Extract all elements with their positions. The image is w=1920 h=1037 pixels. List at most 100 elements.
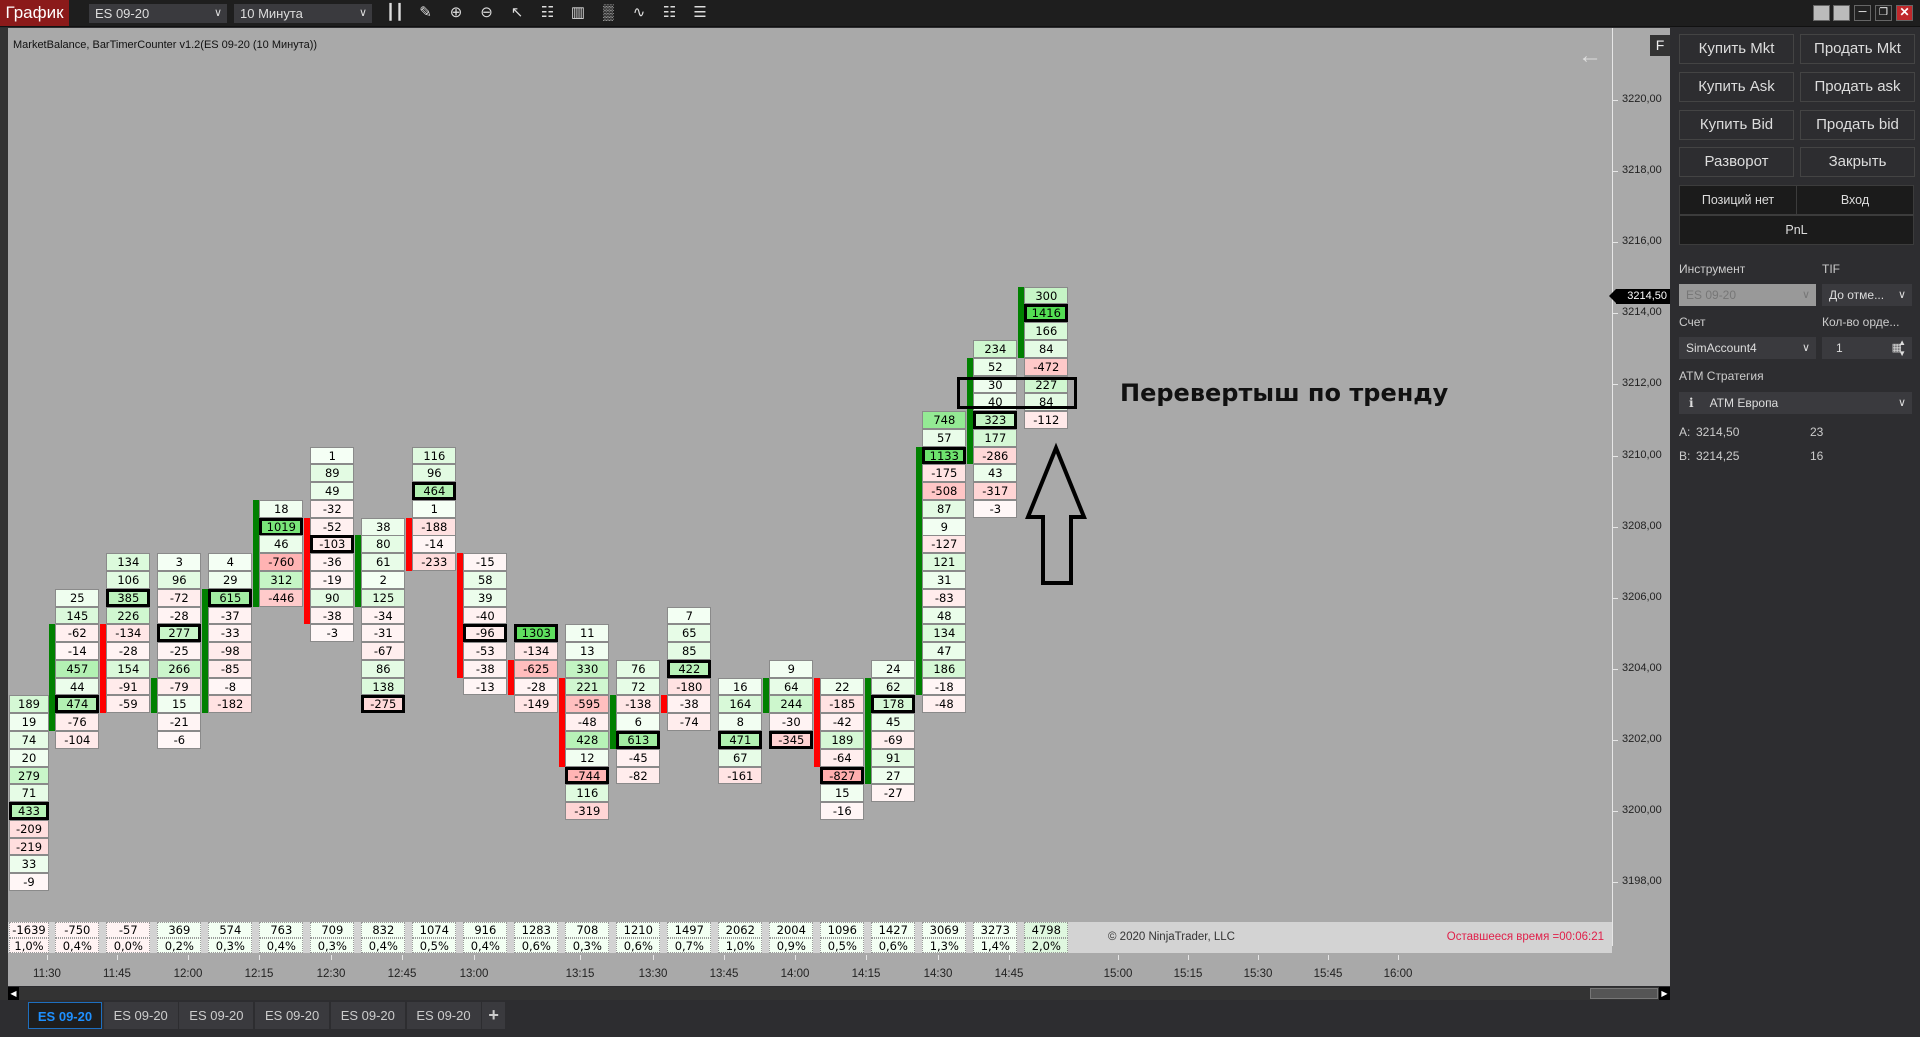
drawing-objects-icon[interactable]: ☰ <box>693 4 707 21</box>
window-button-1[interactable] <box>1813 5 1830 21</box>
tab-chart[interactable]: ES 09-20 <box>28 1002 102 1029</box>
tab-chart[interactable]: ES 09-20 <box>330 1002 405 1029</box>
tab-chart[interactable]: ES 09-20 <box>179 1002 254 1029</box>
time-tick <box>1328 955 1329 960</box>
price-tick <box>1612 597 1618 599</box>
templates-icon[interactable]: ☷ <box>662 4 677 21</box>
time-label: 12:00 <box>173 968 203 980</box>
close-icon[interactable]: ✕ <box>1896 5 1913 21</box>
bar-delta-percent: 0,2% <box>157 937 202 953</box>
data-box-icon[interactable]: ☷ <box>540 4 555 21</box>
quantity-stepper[interactable]: 1 ▦ ▲ ▼ <box>1822 337 1912 359</box>
delta-cell: 154 <box>106 659 151 678</box>
delta-cell: 71 <box>9 784 49 803</box>
order-button[interactable]: Купить Bid <box>1679 110 1794 140</box>
strategies-icon[interactable]: ∿ <box>632 4 646 21</box>
max-volume-cell: 613 <box>616 731 661 749</box>
back-arrow-icon[interactable]: ← <box>1578 42 1602 69</box>
price-label: 3214,00 <box>1622 306 1662 319</box>
f-button[interactable]: F <box>1650 35 1670 56</box>
scroll-right-icon[interactable]: ▶ <box>1659 987 1670 1000</box>
zoom-out-icon[interactable]: ⊖ <box>480 4 493 21</box>
account-dropdown[interactable]: SimAccount4 ∨ <box>1679 337 1816 359</box>
horizontal-scrollbar[interactable]: ◀ ▶ <box>8 987 1670 1000</box>
time-tick <box>866 955 867 960</box>
delta-cell: -34 <box>361 606 406 625</box>
max-volume-cell: 433 <box>9 802 49 820</box>
chart-style-icon[interactable]: ┃┃ <box>385 4 405 21</box>
order-button[interactable]: Разворот <box>1679 147 1794 177</box>
restore-icon[interactable]: ❐ <box>1875 5 1892 21</box>
time-tick <box>580 955 581 960</box>
delta-cell: 8 <box>718 713 763 732</box>
bar-body-down <box>508 659 514 696</box>
drawing-tool-icon[interactable]: ✎ <box>419 4 432 21</box>
order-button[interactable]: Закрыть <box>1800 147 1915 177</box>
tif-dropdown[interactable]: До отме... ∨ <box>1822 284 1912 306</box>
time-tick <box>795 955 796 960</box>
app-title[interactable]: График <box>0 0 69 26</box>
tab-chart[interactable]: ES 09-20 <box>406 1002 481 1029</box>
chevron-down-icon: ∨ <box>358 7 367 19</box>
bar-delta-total: 1427 <box>871 922 916 938</box>
order-button[interactable]: Продать Mkt <box>1800 34 1915 64</box>
order-button[interactable]: Продать bid <box>1800 110 1915 140</box>
delta-cell: 457 <box>55 659 100 678</box>
calculator-icon[interactable]: ▦ <box>1891 342 1902 354</box>
stepper-arrows-icon[interactable]: ▲ ▼ <box>1898 338 1906 358</box>
interval-select[interactable]: 10 Минута ∨ <box>234 4 372 23</box>
pointer-icon[interactable]: ↖ <box>510 4 524 21</box>
max-volume-cell: -827 <box>820 766 865 785</box>
scrollbar-thumb[interactable] <box>1590 988 1658 999</box>
instrument-select[interactable]: ES 09-20 ∨ <box>89 4 227 23</box>
price-axis[interactable] <box>1612 28 1613 946</box>
tab-chart[interactable]: ES 09-20 <box>103 1002 178 1029</box>
chart-area[interactable]: MarketBalance, BarTimerCounter v1.2(ES 0… <box>8 28 1670 986</box>
delta-cell: 80 <box>361 535 406 554</box>
delta-cell: 43 <box>973 464 1018 483</box>
order-button[interactable]: Купить Ask <box>1679 72 1794 102</box>
delta-cell: -72 <box>157 588 202 607</box>
price-label: 3202,00 <box>1622 732 1662 745</box>
order-button[interactable]: Продать ask <box>1800 72 1915 102</box>
price-tick <box>1612 242 1618 244</box>
delta-cell: 27 <box>871 766 916 785</box>
tab-chart[interactable]: ES 09-20 <box>255 1002 330 1029</box>
info-icon[interactable]: i <box>1689 396 1694 410</box>
delta-cell: -27 <box>871 784 916 803</box>
atm-dropdown[interactable]: i ATM Европа ∨ <box>1679 392 1912 414</box>
delta-cell: 300 <box>1024 286 1069 305</box>
delta-cell: -37 <box>208 606 253 625</box>
window-button-2[interactable] <box>1833 5 1850 21</box>
delta-cell: 7 <box>667 606 712 625</box>
price-label: 3220,00 <box>1622 93 1662 105</box>
delta-cell: -149 <box>514 695 559 714</box>
delta-cell: -233 <box>412 553 457 572</box>
bar-body-up <box>49 624 55 731</box>
bar-body-down <box>814 677 820 767</box>
time-label: 12:30 <box>316 968 346 980</box>
price-tick <box>1612 882 1618 884</box>
bar-delta-percent: 0,5% <box>412 937 457 953</box>
properties-icon[interactable]: ▥ <box>570 4 586 21</box>
minimize-icon[interactable]: ─ <box>1854 5 1871 21</box>
order-button[interactable]: Купить Mkt <box>1679 34 1794 64</box>
delta-cell: -16 <box>820 802 865 820</box>
scroll-left-icon[interactable]: ◀ <box>8 987 19 1000</box>
delta-cell: 86 <box>361 659 406 678</box>
bar-delta-total: 1096 <box>820 922 865 938</box>
delta-cell: -48 <box>922 695 967 714</box>
add-tab-button[interactable]: + <box>482 1002 506 1029</box>
zoom-in-icon[interactable]: ⊕ <box>449 4 463 21</box>
delta-cell: 189 <box>9 695 49 714</box>
delta-cell: -28 <box>514 677 559 696</box>
bar-body-down <box>406 517 412 572</box>
price-tick <box>1612 668 1618 670</box>
delta-cell: -59 <box>106 695 151 714</box>
instrument-dropdown[interactable]: ES 09-20 ∨ <box>1679 284 1816 306</box>
delta-cell: -3 <box>973 499 1018 518</box>
delta-cell: 13 <box>565 642 610 660</box>
delta-cell: -3 <box>310 624 355 643</box>
delta-cell: 6 <box>616 713 661 732</box>
indicators-icon[interactable]: ▒ <box>603 4 614 21</box>
